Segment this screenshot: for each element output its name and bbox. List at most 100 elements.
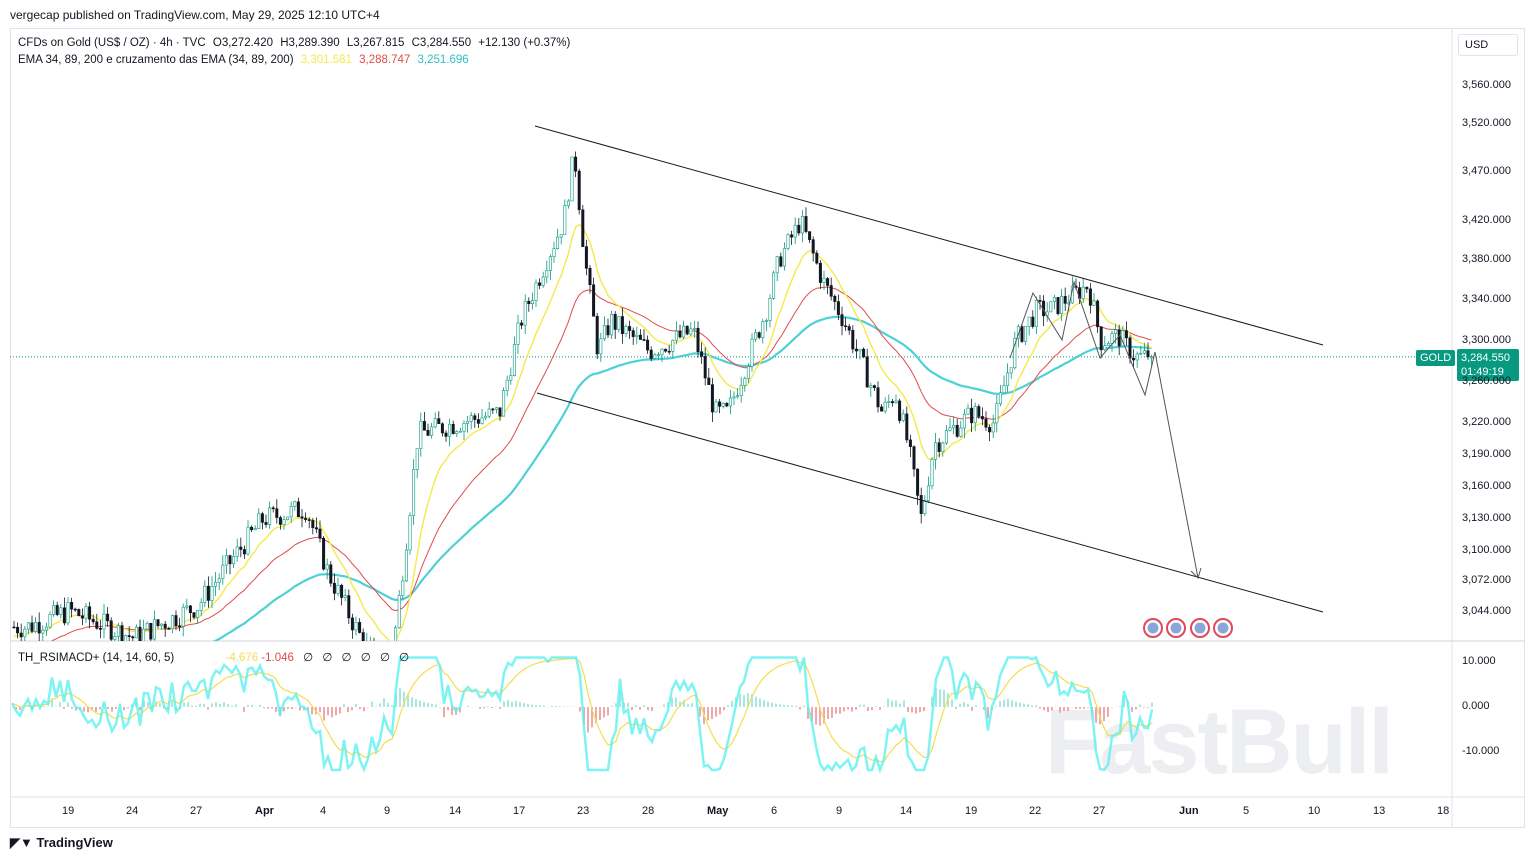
- candle: [253, 528, 257, 531]
- oscillator-histogram-bar: [759, 698, 761, 707]
- candle: [293, 501, 297, 507]
- candle: [1052, 297, 1056, 302]
- candle: [592, 284, 596, 317]
- oscillator-histogram-bar: [487, 706, 489, 707]
- candle: [1092, 300, 1096, 306]
- candle: [757, 332, 761, 338]
- oscillator-histogram-bar: [671, 697, 673, 707]
- candle: [617, 316, 621, 330]
- candle: [178, 625, 182, 628]
- tradingview-logo[interactable]: ◤▼ TradingView: [10, 835, 113, 851]
- candle: [138, 626, 142, 641]
- oscillator-histogram-bar: [159, 703, 161, 707]
- ema89-value: 3,288.747: [359, 54, 411, 66]
- candle: [300, 516, 304, 519]
- oscillator-histogram-bar: [851, 707, 853, 712]
- candle: [800, 216, 804, 234]
- oscillator-title[interactable]: TH_RSIMACD+ (14, 14, 60, 5): [18, 652, 175, 664]
- oscillator-histogram-bar: [371, 701, 373, 707]
- candle: [307, 519, 311, 521]
- oscillator-histogram-bar: [1095, 707, 1097, 723]
- oscillator-histogram-bar: [1011, 700, 1013, 707]
- symbol-description[interactable]: CFDs on Gold (US$ / OZ) · 4h · TVC: [18, 37, 206, 49]
- oscillator-histogram-bar: [1103, 707, 1105, 722]
- oscillator-histogram-bar: [711, 707, 713, 719]
- candle: [703, 356, 707, 379]
- price-axis-label: 3,340.000: [1462, 293, 1511, 305]
- candle: [149, 622, 153, 640]
- ema200-line: [212, 315, 1152, 641]
- candle: [433, 418, 437, 428]
- candle: [912, 446, 916, 470]
- oscillator-histogram-bar: [1151, 702, 1153, 707]
- oscillator-histogram-bar: [875, 706, 877, 707]
- oscillator-histogram-bar: [343, 704, 345, 707]
- oscillator-histogram-bar: [863, 704, 865, 707]
- candle: [437, 418, 441, 425]
- oscillator-histogram-bar: [467, 705, 469, 707]
- oscillator-histogram-bar: [587, 707, 589, 733]
- candle: [905, 413, 909, 441]
- oscillator-histogram-bar: [643, 705, 645, 707]
- candle: [628, 326, 632, 331]
- time-axis-label: 5: [1243, 805, 1250, 817]
- candle: [764, 320, 768, 322]
- time-axis-label: 19: [965, 805, 978, 817]
- oscillator-axis-label: 0.000: [1462, 700, 1490, 712]
- candle: [1034, 300, 1038, 327]
- candle: [786, 234, 790, 249]
- publisher-line: vergecap published on TradingView.com, M…: [10, 8, 380, 22]
- oscillator-histogram-bar: [767, 701, 769, 707]
- candle: [865, 356, 869, 388]
- candle: [689, 328, 693, 335]
- oscillator-histogram-bar: [347, 707, 349, 713]
- time-axis-label: 10: [1308, 805, 1321, 817]
- oscillator-histogram-bar: [971, 707, 973, 711]
- candle: [926, 485, 930, 501]
- oscillator-histogram-bar: [831, 707, 833, 718]
- oscillator-histogram-bar: [307, 707, 309, 711]
- oscillator-histogram-bar: [531, 704, 533, 707]
- candle: [1085, 286, 1089, 290]
- candle: [779, 256, 783, 267]
- ema-indicator-title[interactable]: EMA 34, 89, 200 e cruzamento das EMA (34…: [18, 54, 294, 66]
- candle: [440, 423, 444, 434]
- oscillator-histogram-bar: [975, 705, 977, 707]
- candle: [199, 602, 203, 611]
- price-axis-label: 3,072.000: [1462, 574, 1511, 586]
- oscillator-histogram-bar: [27, 704, 29, 707]
- oscillator-histogram-bar: [251, 704, 253, 707]
- oscillator-histogram-bar: [419, 700, 421, 707]
- oscillator-histogram-bar: [619, 690, 621, 707]
- oscillator-histogram-bar: [375, 706, 377, 707]
- oscillator-histogram-bar: [147, 702, 149, 707]
- candle: [908, 439, 912, 447]
- candle: [775, 256, 779, 274]
- candle: [1024, 326, 1028, 342]
- price-axis-label: 3,380.000: [1462, 253, 1511, 265]
- candle: [124, 635, 128, 641]
- currency-button[interactable]: USD: [1458, 34, 1518, 56]
- candle: [858, 348, 862, 352]
- candle: [948, 427, 952, 431]
- arrow-head-icon: [1190, 567, 1202, 579]
- candle: [196, 610, 200, 618]
- oscillator-histogram-bar: [595, 707, 597, 724]
- candle: [1016, 326, 1020, 339]
- candle: [48, 614, 52, 628]
- candle: [188, 605, 192, 614]
- candle: [516, 322, 520, 345]
- oscillator-histogram-bar: [1019, 702, 1021, 707]
- candle: [1099, 326, 1103, 351]
- oscillator-histogram-bar: [415, 699, 417, 707]
- candle: [12, 626, 16, 629]
- candle: [228, 555, 232, 565]
- oscillator-histogram-bar: [999, 700, 1001, 707]
- oscillator-histogram-bar: [491, 707, 493, 709]
- oscillator-histogram-bar: [807, 707, 809, 719]
- high-value: H3,289.390: [280, 37, 340, 49]
- time-axis-label: 27: [1093, 805, 1106, 817]
- candle: [710, 384, 714, 413]
- candle: [505, 379, 509, 391]
